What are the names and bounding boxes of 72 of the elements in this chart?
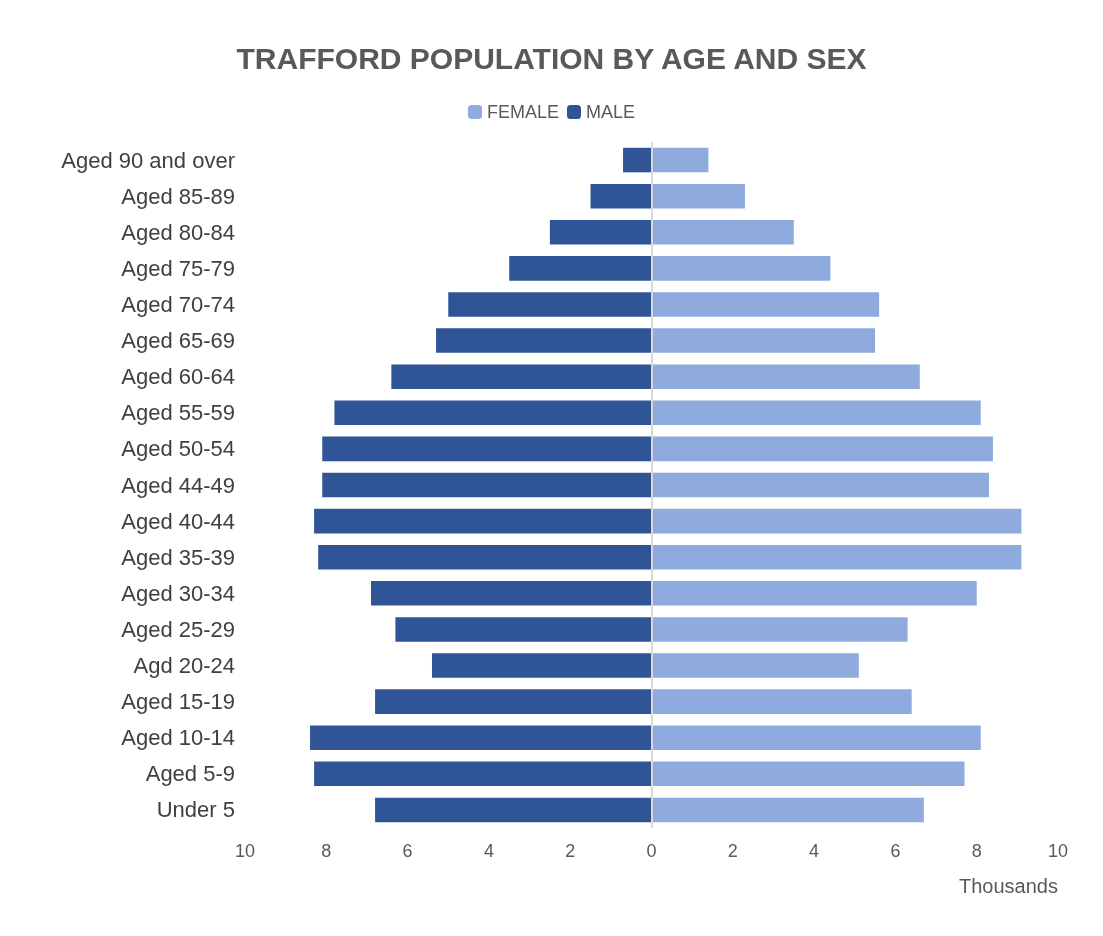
bar <box>436 328 652 353</box>
x-tick-label: 10 <box>1047 841 1069 861</box>
bar <box>371 581 652 606</box>
bar <box>549 219 652 245</box>
bar <box>651 328 876 353</box>
bar <box>651 617 908 642</box>
bar <box>651 472 989 498</box>
x-tick-label: 8 <box>971 841 982 861</box>
x-tick-label: 6 <box>402 841 413 861</box>
bar <box>590 183 652 209</box>
x-tick-label: 2 <box>727 841 738 861</box>
x-tick-label: 2 <box>565 841 576 861</box>
bar <box>651 725 981 751</box>
y-tick-label: Aged 40-44 <box>121 508 235 534</box>
bar <box>509 256 652 281</box>
bar <box>651 761 965 787</box>
bar <box>651 147 709 173</box>
bar <box>651 256 831 281</box>
bar <box>651 508 1022 534</box>
bar <box>375 797 652 823</box>
y-tick-label: Aged 5-9 <box>145 761 235 787</box>
y-tick-label: Aged 55-59 <box>121 400 235 426</box>
bar <box>651 292 880 317</box>
bar <box>651 219 794 245</box>
bar <box>395 617 652 642</box>
bar <box>322 472 652 498</box>
legend-label: MALE <box>586 102 636 122</box>
bar <box>391 364 652 389</box>
bar <box>334 400 652 426</box>
bar <box>322 436 652 462</box>
x-tick-label: 4 <box>483 841 494 861</box>
bar <box>314 761 652 787</box>
y-tick-label: Aged 25-29 <box>121 616 235 642</box>
bar <box>314 508 652 534</box>
y-tick-label: Aged 10-14 <box>121 725 235 751</box>
y-tick-label: Under 5 <box>156 797 235 823</box>
bar <box>623 147 652 173</box>
x-tick-label: 6 <box>890 841 901 861</box>
y-tick-label: Aged 70-74 <box>121 291 235 317</box>
bar <box>651 581 977 606</box>
bar <box>651 689 912 714</box>
y-tick-label: Aged 30-34 <box>121 580 235 606</box>
bar <box>310 725 652 751</box>
y-tick-label: Aged 85-89 <box>121 183 235 209</box>
bar <box>318 544 652 570</box>
y-tick-label: Aged 44-49 <box>121 472 235 498</box>
y-tick-label: Aged 15-19 <box>121 689 235 715</box>
bar <box>651 797 924 823</box>
bar <box>651 183 745 209</box>
bar <box>651 436 993 462</box>
y-tick-label: Aged 75-79 <box>121 255 235 281</box>
legend-label: FEMALE <box>486 102 560 122</box>
bar <box>651 544 1022 570</box>
y-tick-label: Aged 90 and over <box>61 147 235 173</box>
y-tick-label: Aged 65-69 <box>121 328 235 354</box>
x-axis-title: Thousands <box>959 875 1058 897</box>
bar <box>431 653 652 678</box>
y-tick-label: Aged 50-54 <box>121 436 235 462</box>
chart-title: TRAFFORD POPULATION BY AGE AND SEX <box>236 41 867 75</box>
y-tick-label: Agd 20-24 <box>133 653 235 679</box>
bar <box>651 653 859 678</box>
x-tick-label: 8 <box>321 841 332 861</box>
bar <box>448 292 652 317</box>
y-tick-label: Aged 60-64 <box>121 364 235 390</box>
bar <box>651 400 981 426</box>
x-tick-label: 4 <box>809 841 820 861</box>
bar <box>375 689 652 714</box>
y-tick-label: Aged 80-84 <box>121 219 235 245</box>
x-tick-label: 0 <box>646 841 657 861</box>
x-tick-label: 10 <box>234 841 256 861</box>
y-tick-label: Aged 35-39 <box>121 544 235 570</box>
bar <box>651 364 920 389</box>
